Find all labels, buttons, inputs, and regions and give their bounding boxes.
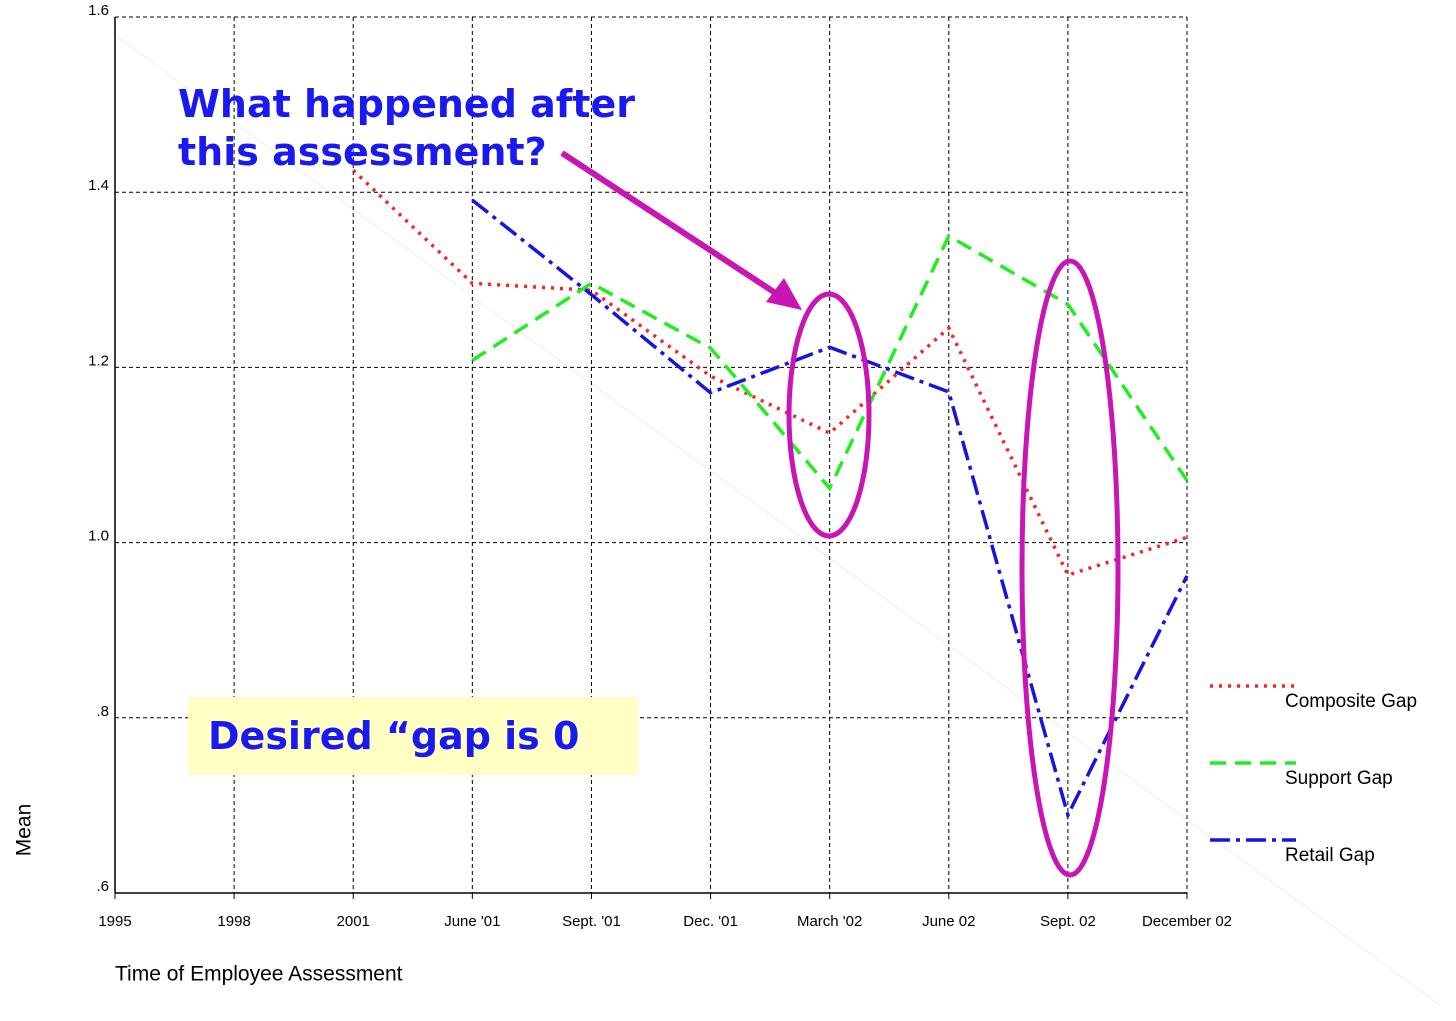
- x-tick-label: Sept. '01: [562, 913, 621, 930]
- series-line: [471, 233, 1189, 492]
- annotation: Desired “gap is 0: [208, 714, 580, 758]
- y-tick-label: 1.0: [88, 528, 109, 545]
- legend-label: Retail Gap: [1285, 845, 1375, 866]
- highlight-ellipse: [1019, 258, 1121, 878]
- x-tick-label: 1995: [98, 913, 131, 930]
- note-box: [188, 697, 638, 775]
- y-tick-label: 1.4: [88, 177, 109, 194]
- x-tick-label: Dec. '01: [683, 913, 738, 930]
- series-line: [471, 198, 1189, 820]
- y-axis-label: Mean: [13, 804, 36, 857]
- y-tick-label: 1.2: [88, 352, 109, 369]
- legend-label: Support Gap: [1285, 768, 1393, 789]
- x-tick-label: June 02: [922, 913, 975, 930]
- y-tick-label: .8: [96, 703, 109, 720]
- y-tick-label: 1.6: [88, 2, 109, 19]
- x-tick-label: March '02: [797, 913, 862, 930]
- x-tick-label: 2001: [337, 913, 370, 930]
- highlight-ellipse: [786, 291, 872, 539]
- diagonal-decoration: [114, 34, 1441, 1006]
- y-tick-label: .6: [96, 878, 109, 895]
- legend-label: Composite Gap: [1285, 691, 1417, 712]
- x-tick-label: Sept. 02: [1040, 913, 1096, 930]
- x-axis-label: Time of Employee Assessment: [115, 963, 403, 986]
- arrow-head: [766, 278, 802, 310]
- x-tick-label: December 02: [1142, 913, 1232, 930]
- x-tick-label: June '01: [444, 913, 500, 930]
- arrow: [560, 150, 782, 299]
- x-tick-label: 1998: [217, 913, 250, 930]
- annotation: What happened after this assessment?: [178, 82, 635, 174]
- series-line: [352, 169, 1188, 578]
